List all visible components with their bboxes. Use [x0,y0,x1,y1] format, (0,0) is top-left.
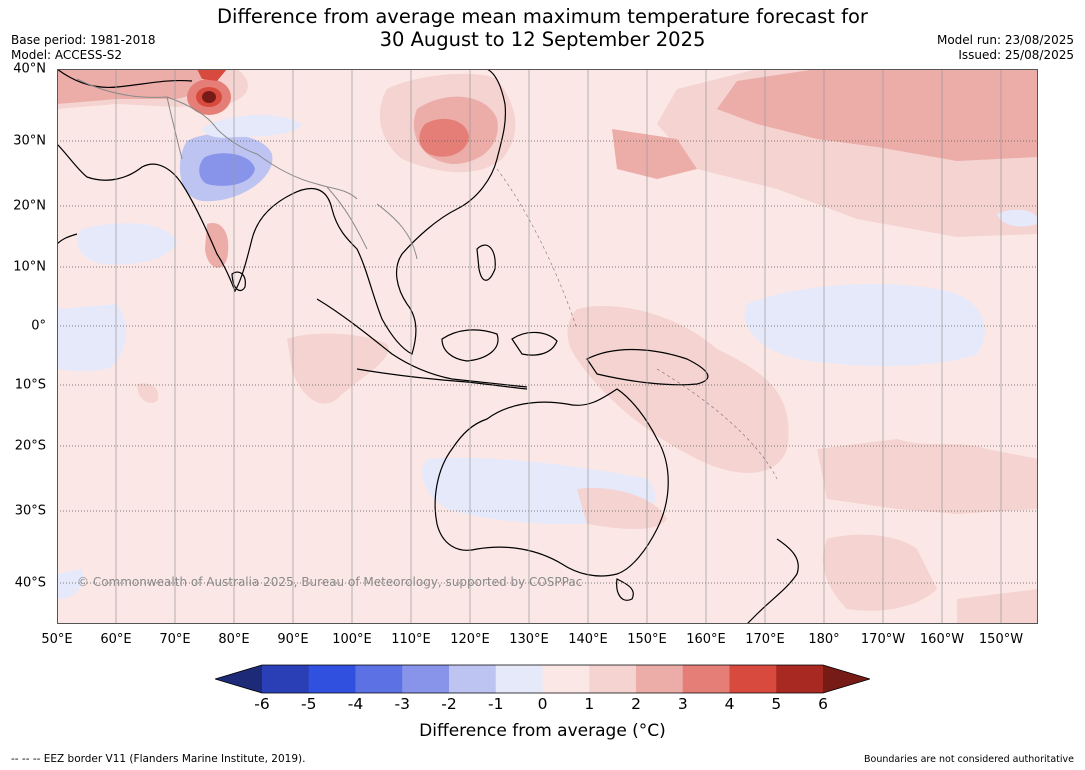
longitude-label: 160°W [919,632,965,647]
map-title-line2: 30 August to 12 September 2025 [379,28,706,51]
colorbar-segment [262,665,310,693]
colorbar-segment [402,665,450,693]
colorbar-tick-label: 4 [724,695,735,713]
latitude-label: 40°N [13,61,46,77]
colorbar-tick-label: -4 [347,695,364,713]
longitude-label: 60°E [100,632,132,647]
longitude-label: 150°E [627,632,667,647]
model-run-text: Model run: 23/08/2025 [936,33,1074,47]
temperature-anomaly-map: © Commonwealth of Australia 2025, Bureau… [57,69,1038,624]
map-frame [57,69,1038,624]
longitude-label: 50°E [41,632,73,647]
latitude-label: 30°S [14,503,46,519]
colorbar-segment [355,665,403,693]
longitude-label: 150°W [978,632,1024,647]
boundaries-disclaimer: Boundaries are not considered authoritat… [864,754,1074,765]
colorbar-extension-low [215,665,262,693]
copyright-text: © Commonwealth of Australia 2025, Bureau… [77,575,582,589]
colorbar-segment [729,665,777,693]
colorbar [215,664,870,694]
latitude-label: 20°N [13,198,46,214]
longitude-label: 70°E [159,632,191,647]
longitude-label: 140°E [568,632,608,647]
colorbar-tick-label: 6 [818,695,828,713]
eez-legend-text: -- -- -- EEZ border V11 (Flanders Marine… [11,753,306,765]
longitude-label: 100°E [332,632,372,647]
colorbar-segment [589,665,637,693]
longitude-label: 180° [808,632,840,647]
colorbar-tick-label: 5 [771,695,782,713]
graticule [57,69,1038,624]
colorbar-tick-label: 3 [677,695,688,713]
longitude-label: 90°E [277,632,309,647]
longitude-label: 80°E [218,632,250,647]
latitude-label: 0° [31,318,46,334]
longitude-label: 160°E [686,632,726,647]
latitude-label: 10°S [14,377,46,393]
latitude-label: 10°N [13,259,46,275]
colorbar-tick-label: -6 [254,695,270,713]
latitude-label: 30°N [13,133,46,149]
longitude-label: 170°W [860,632,906,647]
base-period-text: Base period: 1981-2018 [11,33,156,47]
anomaly-fields [57,69,1038,624]
colorbar-segment [449,665,497,693]
colorbar-tick-label: -1 [488,695,504,713]
colorbar-segment [542,665,590,693]
model-text: Model: ACCESS-S2 [11,48,123,62]
longitude-label: 130°E [509,632,549,647]
colorbar-tick-label: 2 [631,695,641,713]
colorbar-segment [495,665,543,693]
country-borders [76,78,418,260]
colorbar-outline [215,664,870,694]
issued-text: Issued: 25/08/2025 [958,48,1074,62]
longitude-label: 120°E [450,632,490,647]
colorbar-segment [636,665,684,693]
longitude-label: 170°E [745,632,785,647]
colorbar-segment [308,665,356,693]
latitude-label: 40°S [14,575,46,591]
colorbar-tick-label: -3 [394,695,410,713]
colorbar-tick-label: 1 [584,695,595,713]
colorbar-tick-label: 0 [537,695,548,713]
eez-borders [496,168,778,480]
colorbar-extension-high [823,665,870,693]
latitude-label: 20°S [14,438,46,454]
colorbar-segment [776,665,824,693]
colorbar-tick-label: -5 [301,695,317,713]
colorbar-label: Difference from average (°C) [419,721,666,741]
colorbar-tick-label: -2 [441,695,457,713]
longitude-label: 110°E [391,632,431,647]
colorbar-segment [682,665,730,693]
map-title-line1: Difference from average mean maximum tem… [217,5,868,28]
